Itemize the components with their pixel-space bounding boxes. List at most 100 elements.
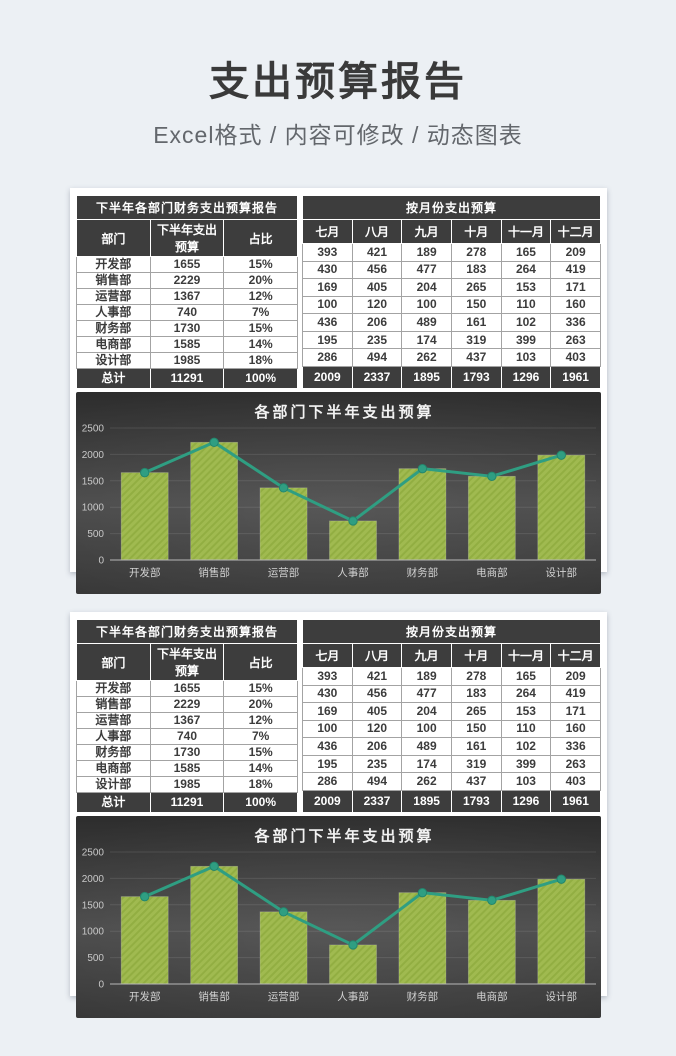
svg-text:1500: 1500 bbox=[82, 900, 105, 911]
table-cell: 运营部 bbox=[76, 712, 151, 729]
bar-开发部 bbox=[120, 472, 169, 561]
svg-text:1000: 1000 bbox=[82, 927, 105, 938]
x-axis-label: 设计部 bbox=[546, 566, 578, 579]
chart-title: 各部门下半年支出预算 bbox=[253, 403, 434, 421]
svg-text:2500: 2500 bbox=[82, 848, 105, 859]
table-cell: 319 bbox=[450, 754, 502, 774]
table-cell: 336 bbox=[550, 313, 601, 332]
table-cell: 120 bbox=[351, 719, 403, 739]
table-total-row: 总计 11291 100% bbox=[76, 368, 298, 389]
table-total-cell: 2337 bbox=[351, 365, 403, 390]
table-cell: 204 bbox=[401, 278, 452, 297]
table-cell: 489 bbox=[401, 737, 452, 756]
column-header: 十二月 bbox=[550, 219, 601, 244]
bar-财务部 bbox=[398, 892, 447, 985]
bar-销售部 bbox=[190, 865, 239, 985]
bar-设计部 bbox=[537, 878, 586, 985]
table-cell: 电商部 bbox=[76, 760, 151, 777]
column-header: 八月 bbox=[351, 643, 403, 668]
table-cell: 430 bbox=[302, 260, 353, 280]
table-total-row: 总计 11291 100% bbox=[76, 792, 298, 813]
line-marker bbox=[278, 483, 289, 493]
table-cell: 494 bbox=[351, 348, 403, 367]
table-total-cell: 1296 bbox=[500, 789, 552, 814]
table-cell: 102 bbox=[500, 737, 552, 756]
table-cell: 489 bbox=[401, 313, 452, 332]
table-cell: 206 bbox=[351, 313, 403, 332]
table-cell: 14% bbox=[223, 760, 298, 777]
table-cell: 103 bbox=[500, 348, 552, 367]
column-header: 八月 bbox=[351, 219, 403, 244]
table-title: 按月份支出预算 bbox=[302, 195, 601, 220]
line-marker bbox=[487, 895, 497, 906]
table-cell: 740 bbox=[149, 728, 225, 745]
x-axis-label: 财务部 bbox=[407, 990, 439, 1003]
table-cell: 265 bbox=[450, 702, 502, 721]
x-axis-label: 财务部 bbox=[407, 566, 439, 579]
chart-title: 各部门下半年支出预算 bbox=[253, 827, 434, 845]
table-cell: 436 bbox=[302, 313, 353, 332]
page-header: 支出预算报告 Excel格式 / 内容可修改 / 动态图表 bbox=[0, 0, 676, 150]
table-cell: 437 bbox=[450, 348, 502, 367]
table-cell: 110 bbox=[500, 719, 552, 739]
column-header: 十月 bbox=[450, 219, 502, 244]
table-cell: 1585 bbox=[149, 760, 225, 777]
table-row: 开发部 1655 15% bbox=[76, 680, 298, 697]
table-row: 销售部 2229 20% bbox=[76, 696, 298, 713]
table-cell: 171 bbox=[550, 702, 601, 721]
monthly-budget-table: 按月份支出预算 七月 八月 九月 十月 十一月 十二月 393 421 189 278 165 20… bbox=[302, 619, 601, 814]
table-cell: 设计部 bbox=[76, 776, 151, 793]
table-cell: 278 bbox=[450, 667, 502, 686]
svg-text:2500: 2500 bbox=[82, 424, 105, 435]
table-cell: 人事部 bbox=[76, 728, 151, 745]
report-panel-2: 下半年各部门财务支出预算报告 部门 下半年支出预算 占比 开发部 1655 15% 销售部… bbox=[70, 612, 607, 1018]
table-cell: 12% bbox=[223, 712, 298, 729]
svg-text:500: 500 bbox=[87, 953, 104, 964]
svg-text:1500: 1500 bbox=[82, 476, 105, 487]
line-marker bbox=[417, 463, 428, 474]
table-cell: 销售部 bbox=[76, 272, 151, 289]
table-cell: 477 bbox=[401, 260, 452, 280]
line-marker bbox=[209, 861, 219, 872]
table-cell: 人事部 bbox=[76, 304, 151, 321]
line-marker bbox=[140, 467, 150, 478]
table-cell: 209 bbox=[550, 243, 601, 262]
x-axis-label: 运营部 bbox=[268, 566, 300, 579]
table-cell: 174 bbox=[401, 330, 452, 350]
bar-销售部 bbox=[190, 441, 239, 561]
table-cell: 1730 bbox=[149, 320, 225, 337]
table-row: 430 456 477 183 264 419 bbox=[302, 260, 601, 280]
table-total-cell: 1895 bbox=[401, 789, 452, 814]
table-cell: 262 bbox=[401, 772, 452, 791]
table-total-cell: 2009 bbox=[302, 365, 353, 390]
table-cell: 204 bbox=[401, 702, 452, 721]
table-cell: 393 bbox=[302, 667, 353, 686]
table-cell: 403 bbox=[550, 348, 601, 367]
table-cell: 206 bbox=[351, 737, 403, 756]
line-marker bbox=[487, 471, 497, 482]
table-total-cell: 11291 bbox=[149, 368, 225, 389]
table-cell: 110 bbox=[500, 295, 552, 315]
table-row: 286 494 262 437 103 403 bbox=[302, 348, 601, 367]
table-cell: 153 bbox=[500, 702, 552, 721]
table-total-cell: 2337 bbox=[351, 789, 403, 814]
table-cell: 运营部 bbox=[76, 288, 151, 305]
table-cell: 399 bbox=[500, 754, 552, 774]
column-header: 七月 bbox=[302, 643, 353, 668]
column-header: 七月 bbox=[302, 219, 353, 244]
column-header: 下半年支出预算 bbox=[149, 643, 225, 681]
table-cell: 14% bbox=[223, 336, 298, 353]
report-panel-1: 下半年各部门财务支出预算报告 部门 下半年支出预算 占比 开发部 1655 15% 销售部… bbox=[70, 188, 607, 594]
table-cell: 100 bbox=[401, 719, 452, 739]
table-cell: 336 bbox=[550, 737, 601, 756]
table-cell: 161 bbox=[450, 737, 502, 756]
table-cell: 403 bbox=[550, 772, 601, 791]
table-cell: 设计部 bbox=[76, 352, 151, 369]
bar-人事部 bbox=[329, 944, 377, 985]
table-total-cell: 11291 bbox=[149, 792, 225, 813]
table-cell: 264 bbox=[500, 260, 552, 280]
department-budget-table: 下半年各部门财务支出预算报告 部门 下半年支出预算 占比 开发部 1655 15% 销售部… bbox=[76, 195, 298, 389]
line-marker bbox=[556, 874, 566, 884]
table-cell: 195 bbox=[302, 754, 353, 774]
